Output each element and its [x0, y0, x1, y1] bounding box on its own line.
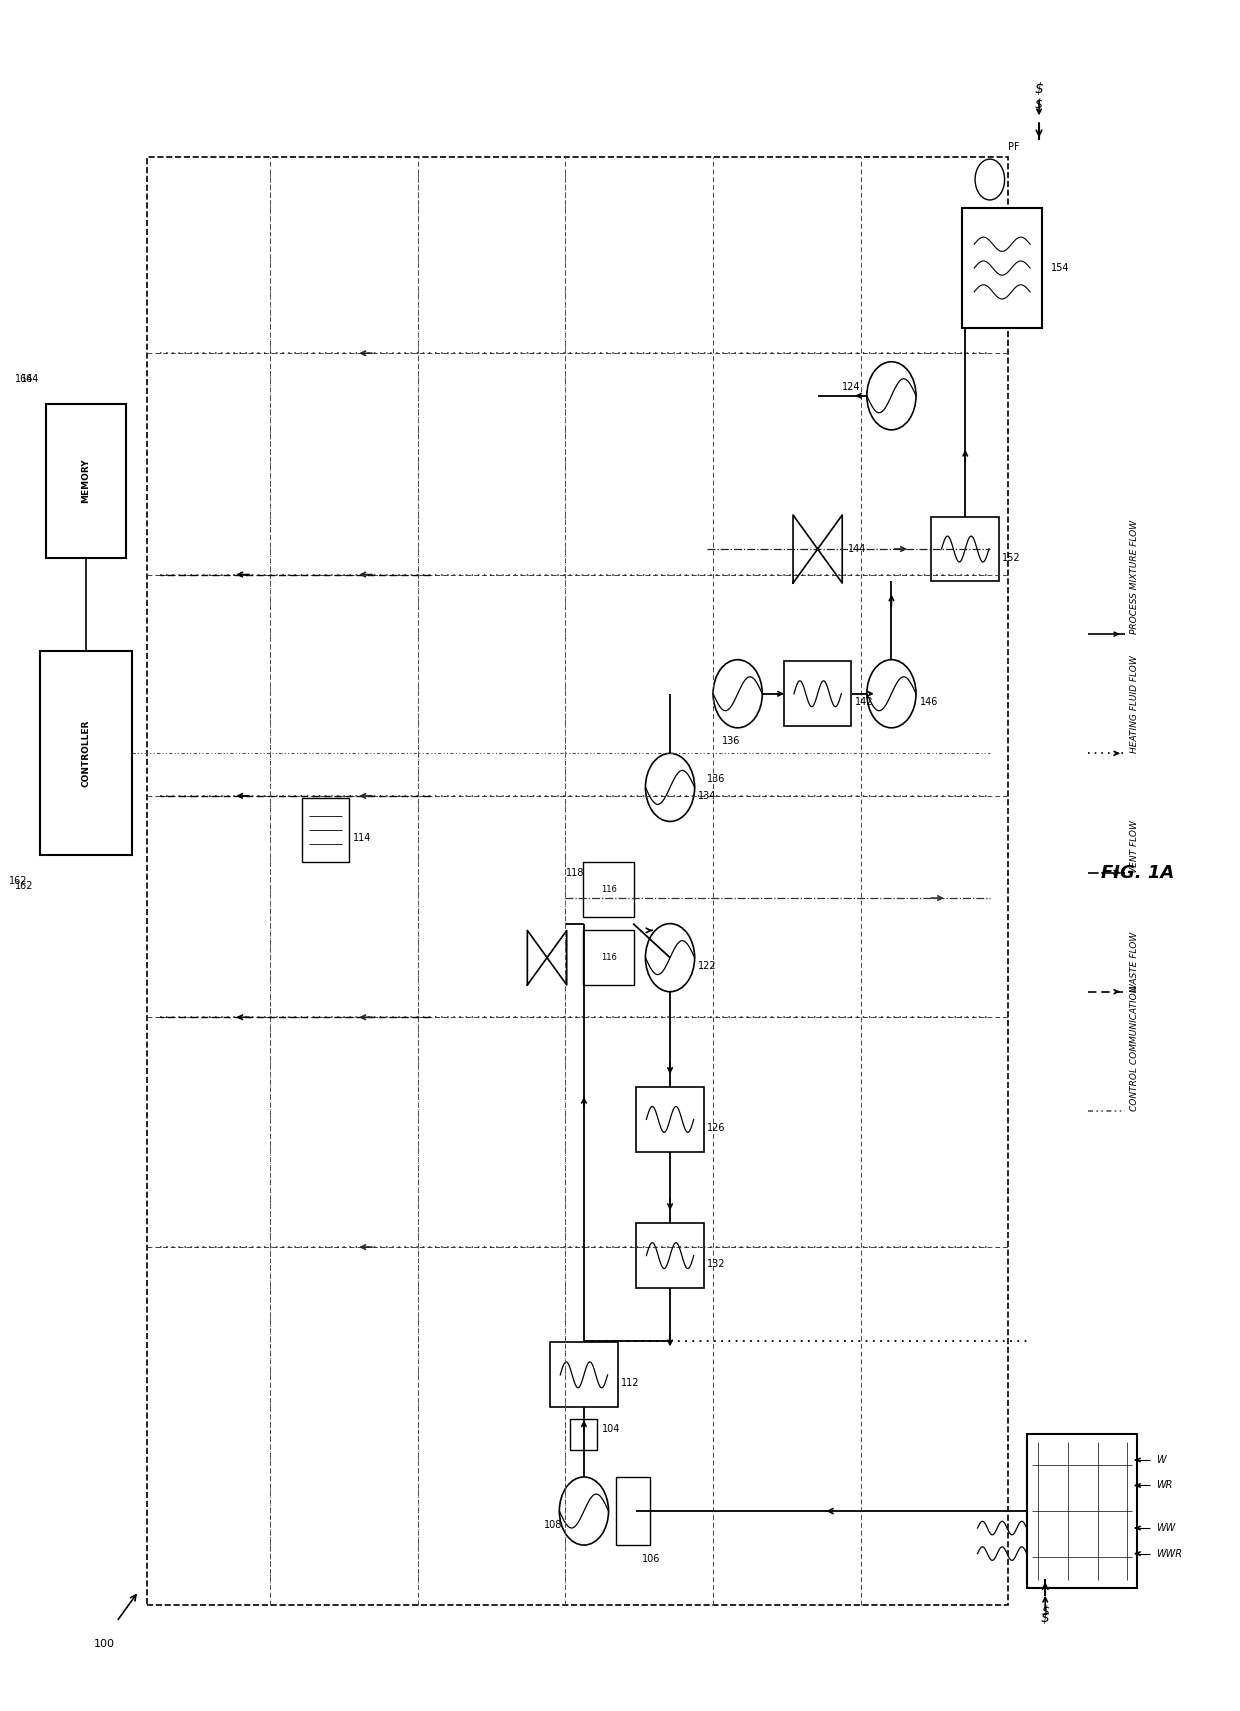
Text: 134: 134: [698, 790, 717, 801]
Text: 122: 122: [698, 962, 717, 972]
Text: 136: 136: [707, 773, 725, 784]
Text: 114: 114: [352, 833, 371, 844]
Text: $: $: [1040, 1612, 1049, 1625]
Bar: [40, 652, 131, 856]
Bar: [636, 1223, 704, 1288]
Bar: [1027, 1434, 1137, 1588]
Text: 154: 154: [1052, 263, 1070, 274]
Text: 164: 164: [21, 375, 40, 383]
Text: 118: 118: [565, 867, 584, 878]
Text: $: $: [1042, 1605, 1049, 1617]
Text: 162: 162: [9, 876, 27, 886]
Text: W: W: [1156, 1454, 1166, 1465]
Bar: [583, 931, 635, 986]
Text: CONTROL COMMUNICATION: CONTROL COMMUNICATION: [1131, 986, 1140, 1110]
Text: 108: 108: [544, 1519, 563, 1530]
Text: PROCESS MIXTURE FLOW: PROCESS MIXTURE FLOW: [1131, 520, 1140, 635]
Text: FIG. 1A: FIG. 1A: [1101, 864, 1174, 881]
Circle shape: [559, 1477, 609, 1545]
Bar: [303, 797, 348, 862]
Text: 132: 132: [707, 1259, 725, 1270]
Circle shape: [867, 660, 916, 727]
Text: 142: 142: [854, 698, 873, 707]
Circle shape: [646, 924, 694, 992]
Bar: [616, 1477, 650, 1545]
Text: MEMORY: MEMORY: [82, 459, 91, 503]
Bar: [784, 662, 852, 725]
Bar: [46, 404, 125, 558]
Text: 136: 136: [723, 736, 740, 746]
Circle shape: [713, 660, 763, 727]
Text: 164: 164: [15, 375, 33, 383]
Text: 126: 126: [707, 1122, 725, 1133]
Bar: [962, 209, 1042, 329]
Text: CONTROLLER: CONTROLLER: [82, 720, 91, 787]
Text: $: $: [1034, 82, 1044, 96]
Text: 112: 112: [621, 1379, 640, 1388]
Text: HEATING FLUID FLOW: HEATING FLUID FLOW: [1131, 655, 1140, 753]
Text: $: $: [1035, 99, 1043, 111]
Bar: [583, 862, 635, 917]
Text: 146: 146: [920, 698, 939, 707]
Bar: [148, 157, 1008, 1605]
Text: 116: 116: [600, 953, 616, 962]
Circle shape: [646, 753, 694, 821]
Text: PF: PF: [1008, 142, 1021, 152]
Bar: [551, 1343, 618, 1406]
Bar: [636, 1086, 704, 1152]
Circle shape: [867, 361, 916, 429]
Text: WR: WR: [1156, 1480, 1172, 1490]
Bar: [570, 1418, 598, 1449]
Text: 162: 162: [15, 881, 33, 891]
Circle shape: [975, 159, 1004, 200]
Text: 100: 100: [94, 1639, 115, 1649]
Text: WWR: WWR: [1156, 1548, 1182, 1559]
Text: WW: WW: [1156, 1523, 1176, 1533]
Text: 144: 144: [848, 544, 867, 554]
Bar: [931, 517, 999, 582]
Text: 116: 116: [600, 885, 616, 895]
Text: 152: 152: [1002, 553, 1021, 563]
Text: 124: 124: [842, 382, 861, 392]
Text: 106: 106: [642, 1554, 661, 1564]
Text: WASTE FLOW: WASTE FLOW: [1131, 931, 1140, 992]
Text: 104: 104: [603, 1424, 621, 1434]
Text: VENT FLOW: VENT FLOW: [1131, 820, 1140, 873]
